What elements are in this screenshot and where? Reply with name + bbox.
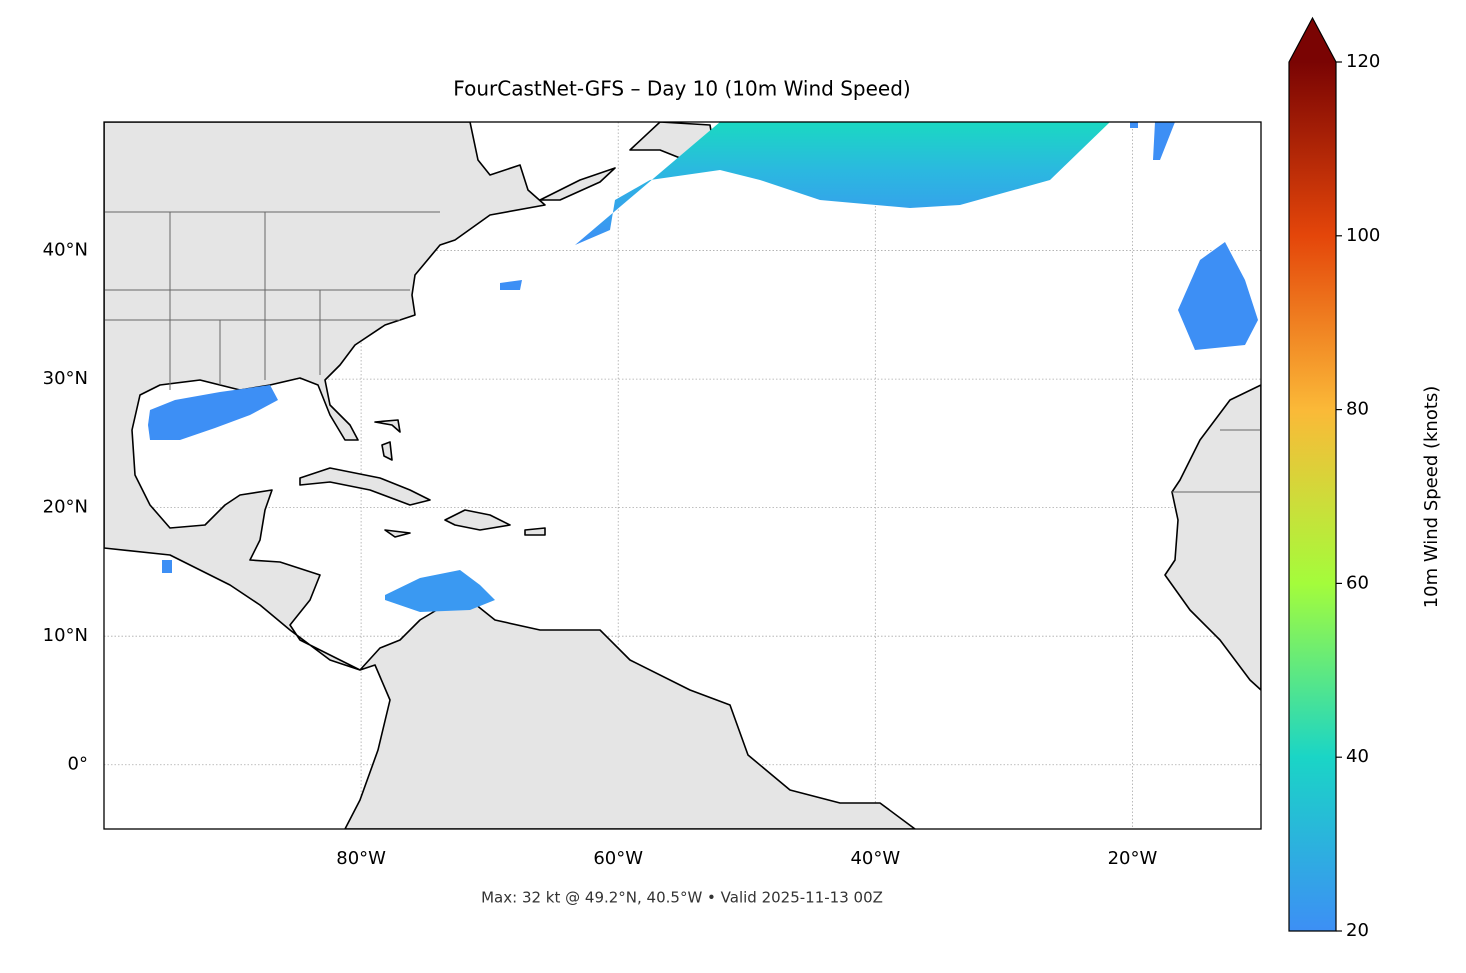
wind-region bbox=[148, 385, 278, 440]
x-tick-label: 80°W bbox=[336, 848, 386, 869]
puerto-rico bbox=[524, 527, 546, 536]
y-tick-label: 20°N bbox=[43, 497, 88, 518]
x-tick-label: 40°W bbox=[850, 848, 900, 869]
wind-field bbox=[148, 122, 1258, 612]
colorbar: 20 40 60 80 100 120 bbox=[1288, 16, 1380, 941]
footer-note: Max: 32 kt @ 49.2°N, 40.5°W • Valid 2025… bbox=[481, 889, 883, 907]
y-tick-label: 10°N bbox=[43, 625, 88, 646]
colorbar-bar bbox=[1289, 62, 1336, 931]
map-area bbox=[104, 122, 1261, 829]
cuba bbox=[299, 467, 431, 506]
x-tick-label: 60°W bbox=[593, 848, 643, 869]
y-tick-label: 40°N bbox=[43, 240, 88, 261]
nova-scotia bbox=[539, 167, 616, 201]
chart-title: FourCastNet-GFS – Day 10 (10m Wind Speed… bbox=[453, 77, 910, 101]
wind-region bbox=[1178, 242, 1258, 350]
colorbar-tick-label: 40 bbox=[1346, 746, 1369, 767]
colorbar-tick-label: 20 bbox=[1346, 920, 1369, 941]
x-tick-label: 20°W bbox=[1108, 848, 1158, 869]
colorbar-tick-label: 100 bbox=[1346, 225, 1380, 246]
colorbar-tick-label: 120 bbox=[1346, 51, 1380, 72]
colorbar-tick-label: 60 bbox=[1346, 572, 1369, 593]
wind-region bbox=[575, 122, 1110, 245]
bahamas bbox=[374, 419, 401, 461]
y-tick-label: 30°N bbox=[43, 368, 88, 389]
colorbar-tick-label: 80 bbox=[1346, 399, 1369, 420]
jamaica bbox=[384, 529, 411, 538]
wind-region bbox=[385, 570, 495, 612]
y-tick-label: 0° bbox=[68, 754, 88, 775]
borders bbox=[104, 211, 1261, 493]
map-frame bbox=[103, 121, 1262, 830]
americas bbox=[104, 122, 916, 829]
hispaniola bbox=[444, 509, 511, 531]
africa bbox=[1164, 384, 1261, 691]
colorbar-extension bbox=[1289, 18, 1336, 62]
colorbar-label: 10m Wind Speed (knots) bbox=[1421, 386, 1442, 609]
colorbar-frame bbox=[1288, 16, 1337, 932]
